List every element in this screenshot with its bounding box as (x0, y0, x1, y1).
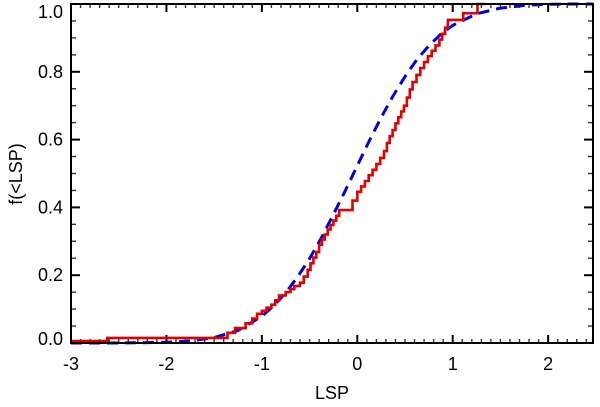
plot-frame (70, 3, 594, 344)
model-cdf-line (71, 2, 593, 345)
x-tick-label: -1 (254, 354, 270, 374)
x-tick-label: -3 (63, 354, 79, 374)
x-tick-label: 0 (352, 354, 362, 374)
major-ticks (70, 3, 593, 344)
y-tick-label: 1.0 (38, 2, 63, 22)
y-tick-label: 0.6 (38, 130, 63, 150)
y-tick-label: 0.8 (38, 62, 63, 82)
tick-labels: -3 -2 -1 0 1 2 0.0 0.2 0.4 0.6 0.8 1.0 (38, 2, 553, 374)
empirical-cdf-line (71, 2, 486, 343)
y-tick-label: 0.0 (38, 329, 63, 349)
y-tick-label: 0.2 (38, 265, 63, 285)
x-tick-label: 1 (448, 354, 458, 374)
x-tick-label: 2 (543, 354, 553, 374)
y-tick-label: 0.4 (38, 197, 63, 217)
x-tick-label: -2 (158, 354, 174, 374)
y-axis-title: f(<LSP) (6, 143, 26, 205)
curves (71, 2, 593, 345)
minor-ticks (71, 4, 593, 343)
x-axis-title: LSP (315, 383, 349, 403)
